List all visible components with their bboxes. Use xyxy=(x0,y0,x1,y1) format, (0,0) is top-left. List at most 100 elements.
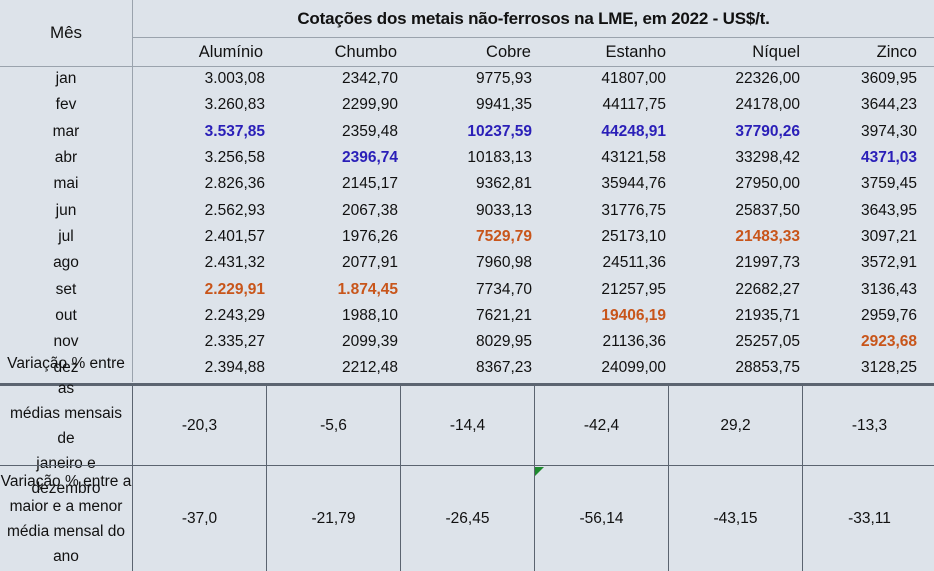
summary-value: -43,15 xyxy=(668,466,802,571)
summary-value: -5,6 xyxy=(266,386,400,465)
column-header-estanho: Estanho xyxy=(605,42,666,61)
summary-value: -56,14 xyxy=(534,466,668,571)
summary-label-line: média mensal do xyxy=(6,522,126,540)
summary-value: -13,3 xyxy=(802,386,934,465)
summary-label-jan-dez: Variação % entre as médias mensais de ja… xyxy=(0,355,132,497)
price-cell: 3.260,83 xyxy=(204,96,265,114)
price-cell: 25173,10 xyxy=(601,227,666,245)
price-cell: 1.874,45 xyxy=(337,280,398,298)
summary-value: -26,45 xyxy=(400,466,534,571)
month-cell: out xyxy=(55,306,77,324)
price-cell: 2299,90 xyxy=(341,96,398,114)
table-row: mai 2.826,36 2145,17 9362,81 35944,76 27950,0… xyxy=(0,171,934,197)
price-cell: 3974,30 xyxy=(860,122,917,140)
price-cell: 25837,50 xyxy=(735,201,800,219)
summary-divider xyxy=(0,383,934,386)
price-cell: 1988,10 xyxy=(341,306,398,324)
price-cell: 2396,74 xyxy=(341,149,398,167)
price-cell: 2077,91 xyxy=(341,254,398,272)
price-cell: 24511,36 xyxy=(602,254,667,272)
price-cell: 7621,21 xyxy=(475,306,532,324)
summary-row-max-min: Variação % entre a maior e a menor média… xyxy=(0,466,934,571)
summary-label-max-min: Variação % entre a maior e a menor média… xyxy=(0,466,132,571)
comment-marker-icon xyxy=(535,467,544,476)
price-cell: 2359,48 xyxy=(341,122,398,140)
price-cell: 10183,13 xyxy=(467,149,532,167)
price-cell: 2.826,36 xyxy=(204,175,265,193)
price-cell: 9941,35 xyxy=(475,96,532,114)
summary-value: -33,11 xyxy=(802,466,934,571)
price-cell: 8029,95 xyxy=(475,333,532,351)
table-row: jul 2.401,57 1976,26 7529,79 25173,10 21483,3… xyxy=(0,224,934,250)
price-cell: 9775,93 xyxy=(475,70,532,88)
table-row: ago 2.431,32 2077,91 7960,98 24511,36 21997,7… xyxy=(0,250,934,276)
table-row: dez 2.394,88 2212,48 8367,23 24099,00 28853,7… xyxy=(0,355,934,381)
price-cell: 31776,75 xyxy=(601,201,666,219)
price-cell: 8367,23 xyxy=(475,359,532,377)
price-cell: 24178,00 xyxy=(735,96,800,114)
price-cell: 3.256,58 xyxy=(204,149,265,167)
price-cell: 28853,75 xyxy=(735,359,800,377)
summary-value: -42,4 xyxy=(534,386,668,465)
table-title: Cotações dos metais não-ferrosos na LME,… xyxy=(133,0,934,38)
price-cell: 37790,26 xyxy=(735,122,800,140)
price-cell: 44117,75 xyxy=(602,96,667,114)
price-cell: 2959,76 xyxy=(860,306,917,324)
table-row: jan 3.003,08 2342,70 9775,93 41807,00 22326,0… xyxy=(0,66,934,92)
summary-label-line: janeiro e dezembro xyxy=(31,454,101,497)
month-cell: jan xyxy=(55,70,77,88)
column-header-zinco: Zinco xyxy=(876,42,917,61)
summary-row-divider xyxy=(0,465,934,466)
price-cell: 2.335,27 xyxy=(204,333,265,351)
price-cell: 44248,91 xyxy=(601,122,666,140)
price-cell: 21997,73 xyxy=(735,254,800,272)
summary-value: -20,3 xyxy=(132,386,266,465)
month-cell: jun xyxy=(55,201,77,219)
table-header: Mês Cotações dos metais não-ferrosos na … xyxy=(0,0,934,66)
summary-value: -14,4 xyxy=(400,386,534,465)
price-cell: 33298,42 xyxy=(735,149,800,167)
summary-label-line: ano xyxy=(53,547,79,565)
month-cell: ago xyxy=(53,254,79,272)
summary-row-jan-dez: Variação % entre as médias mensais de ja… xyxy=(0,355,934,497)
price-cell: 27950,00 xyxy=(735,175,800,193)
table-row: mar 3.537,85 2359,48 10237,59 44248,91 37790,… xyxy=(0,119,934,145)
price-cell: 21136,36 xyxy=(602,333,667,351)
table-row: abr 3.256,58 2396,74 10183,13 43121,58 33298,… xyxy=(0,145,934,171)
price-cell: 7529,79 xyxy=(475,227,532,245)
price-cell: 3.003,08 xyxy=(204,70,265,88)
table-row: nov 2.335,27 2099,39 8029,95 21136,36 25257,0… xyxy=(0,329,934,355)
price-cell: 2.229,91 xyxy=(204,280,265,298)
price-cell: 3097,21 xyxy=(860,227,917,245)
price-cell: 2.401,57 xyxy=(204,227,265,245)
price-cell: 4371,03 xyxy=(860,149,917,167)
price-cell: 3.537,85 xyxy=(204,122,265,140)
price-cell: 41807,00 xyxy=(601,70,666,88)
column-header-niquel: Níquel xyxy=(752,42,800,61)
price-cell: 2.243,29 xyxy=(204,306,265,324)
month-cell: set xyxy=(55,280,77,298)
table-row: out 2.243,29 1988,10 7621,21 19406,19 21935,7… xyxy=(0,303,934,329)
price-cell: 25257,05 xyxy=(735,333,800,351)
price-cell: 2.394,88 xyxy=(204,359,265,377)
price-cell: 35944,76 xyxy=(601,175,666,193)
price-cell: 9362,81 xyxy=(475,175,532,193)
month-column-header: Mês xyxy=(0,0,133,66)
summary-label-line: médias mensais de xyxy=(10,404,122,447)
price-cell: 2212,48 xyxy=(341,359,398,377)
price-cell: 7960,98 xyxy=(475,254,532,272)
price-cell: 2342,70 xyxy=(341,70,398,88)
price-cell: 3572,91 xyxy=(860,254,917,272)
summary-value: -21,79 xyxy=(266,466,400,571)
month-cell: fev xyxy=(55,96,77,114)
price-cell: 2923,68 xyxy=(860,333,917,351)
price-cell: 3128,25 xyxy=(860,359,917,377)
price-cell: 24099,00 xyxy=(601,359,666,377)
price-cell: 19406,19 xyxy=(601,306,666,324)
month-cell: jul xyxy=(58,227,74,245)
month-column-divider xyxy=(132,66,133,382)
price-cell: 7734,70 xyxy=(475,280,532,298)
price-cell: 3644,23 xyxy=(860,96,917,114)
table-row: jun 2.562,93 2067,38 9033,13 31776,75 25837,5… xyxy=(0,198,934,224)
